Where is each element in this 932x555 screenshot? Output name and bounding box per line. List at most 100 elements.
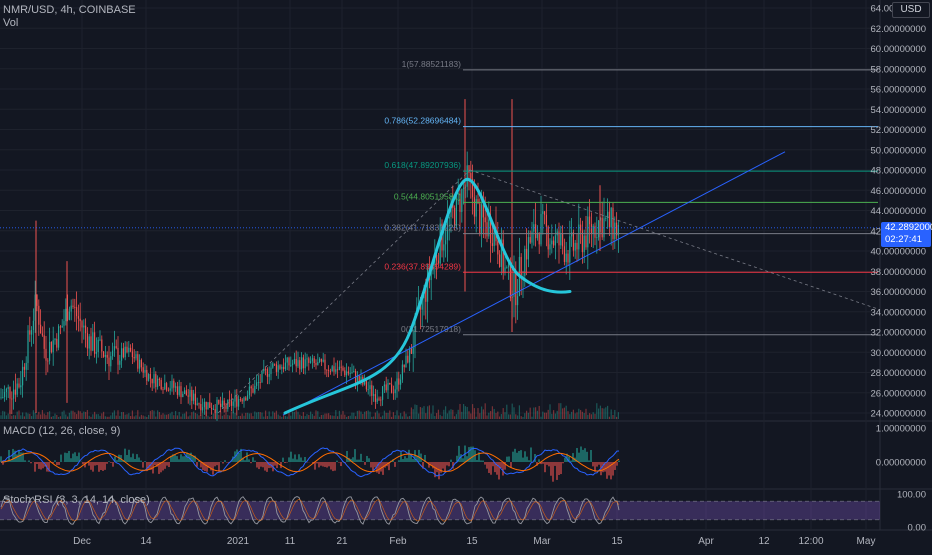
candle-body xyxy=(231,400,232,406)
candle-body xyxy=(225,405,226,409)
volume-bar xyxy=(508,414,509,419)
candle-body xyxy=(571,232,572,236)
macd-histogram-bar xyxy=(274,462,275,466)
candle-body xyxy=(56,339,57,348)
ascending-trendline xyxy=(283,152,785,415)
volume-bar xyxy=(139,417,140,419)
macd-histogram-bar xyxy=(586,452,587,462)
volume-bar xyxy=(395,415,396,419)
volume-bar xyxy=(166,415,167,419)
price-tick-label: 32.00000000 xyxy=(871,328,926,339)
price-tick-label: 54.00000000 xyxy=(871,105,926,116)
macd-histogram-bar xyxy=(206,462,207,472)
candle-body xyxy=(443,244,444,250)
volume-bar xyxy=(483,409,484,419)
macd-histogram-bar xyxy=(54,460,55,462)
candle-body xyxy=(24,367,25,370)
candle-body xyxy=(521,257,522,278)
volume-bar xyxy=(207,416,208,419)
candle-body xyxy=(517,296,518,305)
candle-body xyxy=(386,384,387,390)
macd-histogram-bar xyxy=(200,462,201,467)
macd-histogram-bar xyxy=(20,453,21,462)
price-tick-label: 26.00000000 xyxy=(871,388,926,399)
macd-histogram-bar xyxy=(12,449,13,462)
macd-histogram-bar xyxy=(576,448,577,462)
price-tick-label: 58.00000000 xyxy=(871,64,926,75)
macd-histogram-bar xyxy=(292,459,293,462)
volume-bar xyxy=(276,411,277,419)
macd-histogram-bar xyxy=(24,460,25,462)
macd-histogram-bar xyxy=(30,462,31,463)
volume-bar xyxy=(521,416,522,419)
macd-histogram-bar xyxy=(382,462,383,475)
candle-body xyxy=(65,309,66,321)
macd-histogram-bar xyxy=(436,462,437,472)
candle-body xyxy=(384,384,385,386)
macd-histogram-bar xyxy=(502,462,503,475)
candle-body xyxy=(193,394,194,401)
currency-badge[interactable]: USD xyxy=(892,2,930,18)
macd-histogram-bar xyxy=(92,462,93,472)
candle-body xyxy=(83,326,84,328)
candle-body xyxy=(90,336,91,350)
candle-body xyxy=(463,188,464,189)
volume-legend[interactable]: Vol xyxy=(3,17,18,29)
volume-bar xyxy=(548,410,549,419)
macd-histogram-bar xyxy=(164,462,165,469)
volume-bar xyxy=(611,410,612,419)
candle-body xyxy=(573,232,574,250)
volume-bar xyxy=(152,410,153,419)
macd-histogram-bar xyxy=(226,462,227,463)
macd-histogram-bar xyxy=(214,462,215,466)
stoch-rsi-legend[interactable]: Stoch RSI (3, 3, 14, 14, close) xyxy=(3,494,150,506)
candle-body xyxy=(270,368,271,374)
candle-body xyxy=(585,236,586,248)
candle-body xyxy=(58,326,59,347)
macd-histogram-bar xyxy=(34,462,35,472)
macd-histogram-bar xyxy=(316,462,317,463)
candle-body xyxy=(312,358,313,361)
volume-bar xyxy=(8,414,9,419)
candle-body xyxy=(195,394,196,405)
candle-body xyxy=(269,374,270,377)
candle-body xyxy=(549,244,550,249)
candle-body xyxy=(222,401,223,407)
candle-body xyxy=(236,396,237,406)
volume-bar xyxy=(479,413,480,419)
volume-bar xyxy=(359,411,360,419)
volume-bar xyxy=(519,405,520,419)
candle-body xyxy=(310,361,311,363)
candle-body xyxy=(258,382,259,383)
volume-bar xyxy=(74,412,75,419)
volume-bar xyxy=(535,407,536,419)
volume-bar xyxy=(112,413,113,419)
candle-body xyxy=(29,330,30,334)
volume-bar xyxy=(467,407,468,419)
macd-histogram-bar xyxy=(488,462,489,473)
candle-body xyxy=(179,386,180,395)
macd-histogram-bar xyxy=(492,462,493,466)
macd-histogram-bar xyxy=(364,462,365,465)
volume-bar xyxy=(458,410,459,419)
candle-body xyxy=(402,365,403,380)
candle-body xyxy=(85,326,86,334)
volume-bar xyxy=(382,416,383,419)
volume-bar xyxy=(170,413,171,419)
candle-body xyxy=(288,358,289,366)
candle-body xyxy=(103,351,104,356)
candle-body xyxy=(315,363,316,365)
macd-histogram-bar xyxy=(460,454,461,462)
volume-bar xyxy=(407,417,408,419)
volume-bar xyxy=(463,404,464,419)
symbol-legend[interactable]: NMR/USD, 4h, COINBASE xyxy=(3,4,136,16)
candle-body xyxy=(15,390,16,395)
volume-bar xyxy=(297,412,298,419)
macd-histogram-bar xyxy=(402,459,403,462)
volume-bar xyxy=(312,414,313,419)
macd-histogram-bar xyxy=(552,462,553,482)
volume-bar xyxy=(204,416,205,419)
macd-legend[interactable]: MACD (12, 26, close, 9) xyxy=(3,425,120,437)
